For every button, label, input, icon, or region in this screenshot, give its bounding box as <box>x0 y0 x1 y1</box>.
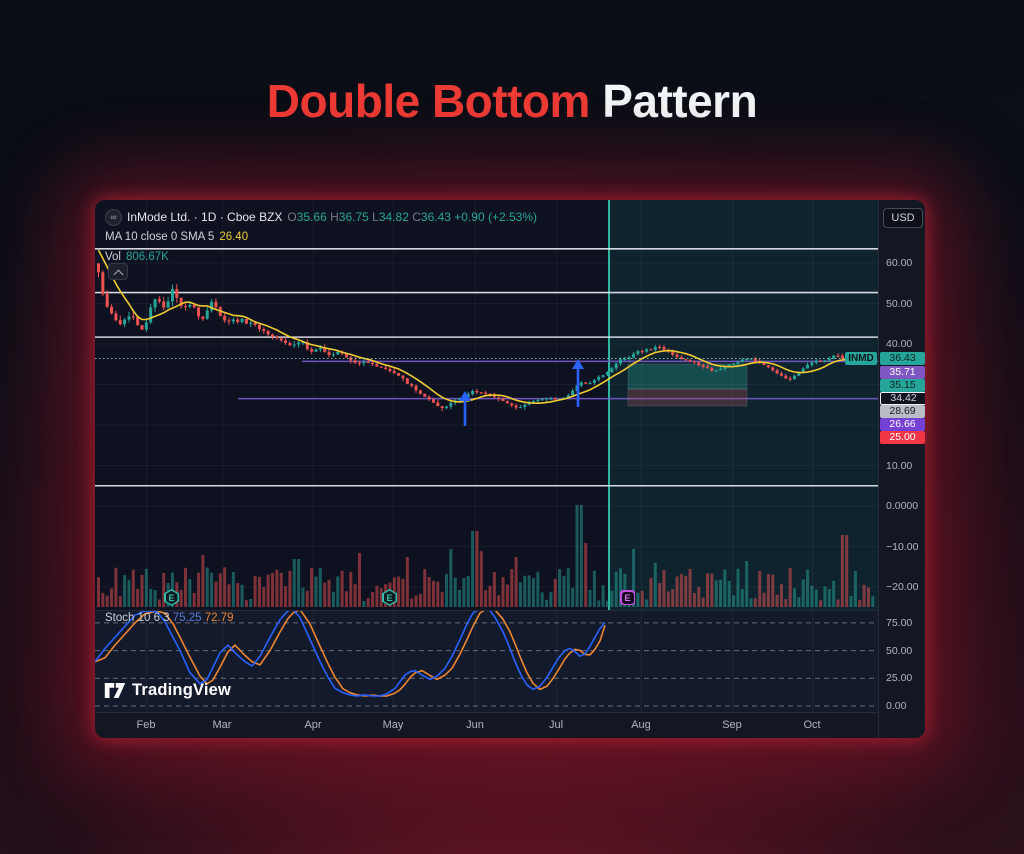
month-label: Oct <box>803 719 821 731</box>
title-rest: Pattern <box>589 75 758 127</box>
stoch-k-value: 75.25 <box>172 612 202 624</box>
volume-legend-row[interactable]: Vol 806.67K <box>105 247 537 267</box>
symbol-logo-icon: ∞ <box>105 208 122 226</box>
ma-line <box>97 249 873 404</box>
earnings-marker[interactable]: E <box>164 589 179 606</box>
stoch-d-value: 72.79 <box>204 612 234 624</box>
chevron-up-icon <box>113 269 124 279</box>
stoch-layer <box>95 611 606 697</box>
ohlc-close-value: 36.43 <box>420 210 451 224</box>
price-axis[interactable]: USD 60.00 50.00 40.00 10.00 0.0000 −10.0… <box>878 200 925 738</box>
price-tick: 10.00 <box>886 460 913 472</box>
price-label-teal: 35.15 <box>880 379 925 392</box>
month-label: Sep <box>722 719 742 731</box>
price-tick: −10.00 <box>886 541 919 553</box>
symbol-title[interactable]: InMode Ltd. · 1D · Cboe BZX <box>127 210 283 224</box>
stoch-tick: 50.00 <box>886 645 913 657</box>
ma-legend-row[interactable]: MA 10 close 0 SMA 5 26.40 <box>105 227 537 247</box>
price-tick: 60.00 <box>886 257 913 269</box>
ohlc-open-label: O <box>287 210 297 224</box>
change-value: +0.90 (+2.53%) <box>454 210 538 224</box>
price-tick: 40.00 <box>886 338 913 350</box>
currency-button[interactable]: USD <box>883 208 923 228</box>
price-label-red: 25.00 <box>880 431 925 444</box>
symbol-legend-row[interactable]: ∞ InMode Ltd. · 1D · Cboe BZX O35.66 H36… <box>105 207 537 227</box>
earnings-marker[interactable]: E <box>620 590 635 605</box>
symbol-price-tag: INMD <box>845 352 877 365</box>
collapse-pane-button[interactable] <box>108 263 128 280</box>
month-label: May <box>382 719 404 731</box>
volume-label[interactable]: Vol <box>105 251 121 263</box>
earnings-marker[interactable]: E <box>382 589 397 606</box>
price-label-countdown: 34.42 <box>880 392 925 405</box>
price-label-violet: 26.66 <box>880 418 925 431</box>
ohlc-high-label: H <box>330 210 339 224</box>
stoch-tick: 75.00 <box>886 617 913 629</box>
title-accent: Double Bottom <box>266 75 591 127</box>
chart-legend: ∞ InMode Ltd. · 1D · Cboe BZX O35.66 H36… <box>105 207 537 267</box>
stoch-tick: 0.00 <box>886 700 907 712</box>
month-label: Mar <box>212 719 232 731</box>
price-label-purple: 35.71 <box>880 366 925 379</box>
price-label-last: 36.43 <box>880 352 925 365</box>
ohlc-low-value: 34.82 <box>378 210 409 224</box>
time-axis[interactable]: Feb Mar Apr May Jun Jul Aug Sep Oct <box>95 712 878 738</box>
price-tick: −20.00 <box>886 581 919 593</box>
stoch-tick: 25.00 <box>886 672 913 684</box>
month-label: Feb <box>136 719 156 731</box>
ma-value: 26.40 <box>219 231 249 243</box>
ohlc-low-label: L <box>372 210 379 224</box>
chart-canvas[interactable] <box>95 200 878 712</box>
stoch-label[interactable]: Stoch 10 6 3 <box>105 612 170 624</box>
volume-value: 806.67K <box>126 251 169 263</box>
month-label: Apr <box>304 719 322 731</box>
month-label: Aug <box>631 719 651 731</box>
tradingview-wordmark: TradingView <box>132 681 232 699</box>
tradingview-logo[interactable]: TradingView <box>104 681 231 700</box>
price-label-gray: 28.69 <box>880 405 925 418</box>
page-title: Double Bottom Pattern <box>0 74 1024 128</box>
price-tick: 50.00 <box>886 298 913 310</box>
tradingview-mark-icon <box>104 683 126 698</box>
ohlc-high-value: 36.75 <box>338 210 369 224</box>
ohlc-close-label: C <box>412 210 421 224</box>
ma-label[interactable]: MA 10 close 0 SMA 5 <box>105 231 215 243</box>
month-label: Jul <box>548 719 564 731</box>
ohlc-open-value: 35.66 <box>296 210 327 224</box>
stoch-legend[interactable]: Stoch 10 6 3 75.25 72.79 <box>105 612 234 624</box>
tradingview-chart-card: ∞ InMode Ltd. · 1D · Cboe BZX O35.66 H36… <box>95 200 925 738</box>
month-label: Jun <box>466 719 484 731</box>
price-tick: 0.0000 <box>886 500 919 512</box>
